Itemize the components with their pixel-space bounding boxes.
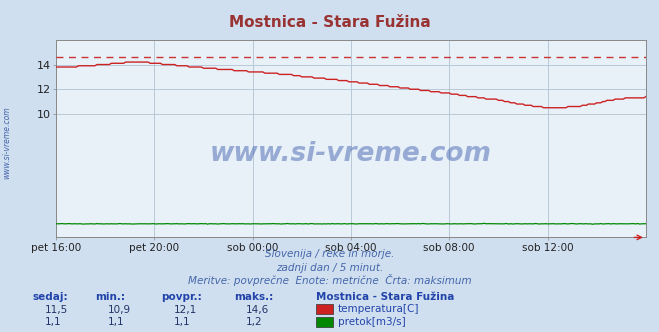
Text: Meritve: povprečne  Enote: metrične  Črta: maksimum: Meritve: povprečne Enote: metrične Črta:… — [188, 274, 471, 286]
Text: Slovenija / reke in morje.: Slovenija / reke in morje. — [265, 249, 394, 259]
Text: sedaj:: sedaj: — [33, 292, 69, 302]
Text: 12,1: 12,1 — [173, 305, 196, 315]
Text: Mostnica - Stara Fužina: Mostnica - Stara Fužina — [229, 15, 430, 30]
Text: povpr.:: povpr.: — [161, 292, 202, 302]
Text: min.:: min.: — [96, 292, 126, 302]
Text: zadnji dan / 5 minut.: zadnji dan / 5 minut. — [276, 263, 383, 273]
Text: Mostnica - Stara Fužina: Mostnica - Stara Fužina — [316, 292, 455, 302]
Text: 1,1: 1,1 — [107, 317, 124, 327]
Text: www.si-vreme.com: www.si-vreme.com — [210, 141, 492, 167]
Text: 11,5: 11,5 — [45, 305, 68, 315]
Text: 1,1: 1,1 — [45, 317, 61, 327]
Text: 14,6: 14,6 — [246, 305, 269, 315]
Text: maks.:: maks.: — [234, 292, 273, 302]
Text: pretok[m3/s]: pretok[m3/s] — [338, 317, 406, 327]
Text: 1,1: 1,1 — [173, 317, 190, 327]
Text: temperatura[C]: temperatura[C] — [338, 304, 420, 314]
Text: 10,9: 10,9 — [107, 305, 130, 315]
Text: 1,2: 1,2 — [246, 317, 262, 327]
Text: www.si-vreme.com: www.si-vreme.com — [2, 107, 11, 179]
